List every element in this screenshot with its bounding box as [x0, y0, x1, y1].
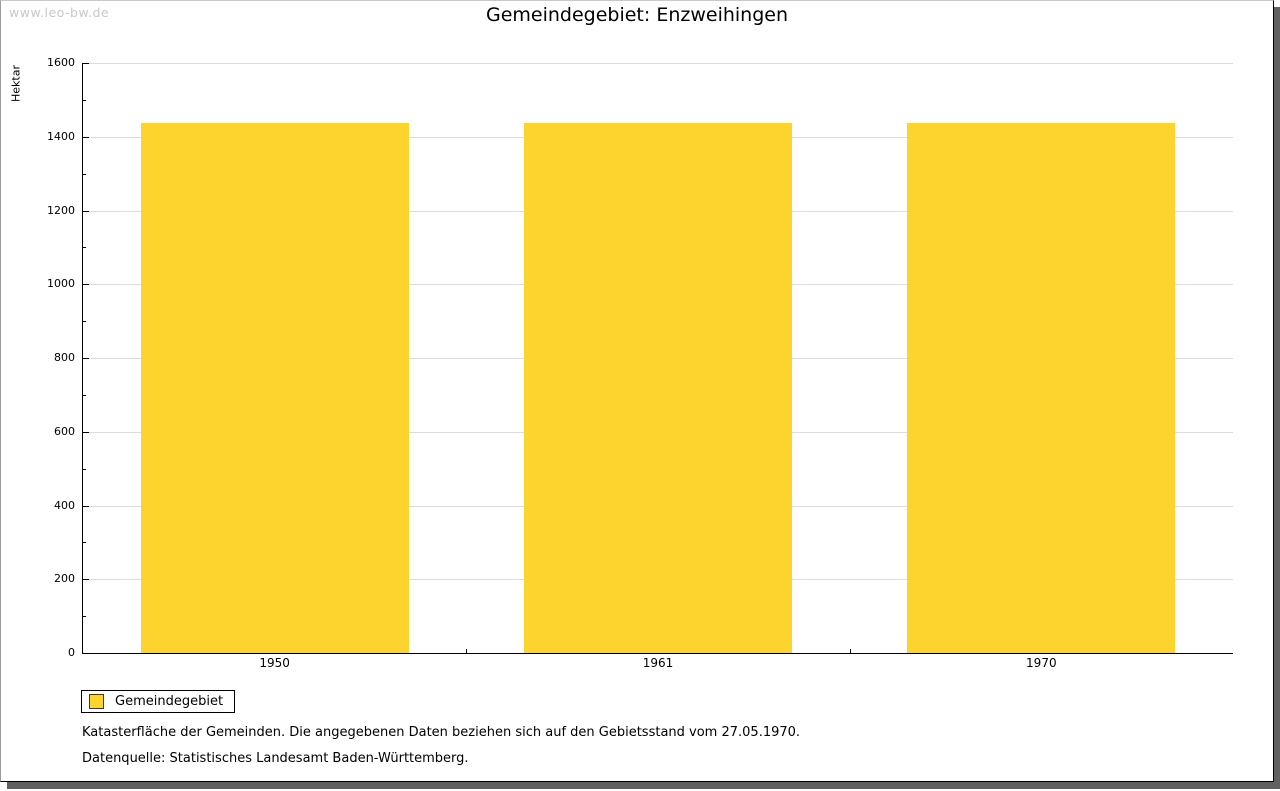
- legend-swatch-gemeindegebiet: [89, 694, 104, 709]
- y-tick-major: [83, 284, 89, 286]
- plot-area: 0 200 400 600 800 1000 1200 1400 1600 1950 1961 197…: [47, 56, 1233, 670]
- bar-1970: [907, 123, 1176, 653]
- x-axis-tick-label: 1950: [259, 656, 290, 670]
- legend-box: Gemeindegebiet: [81, 690, 236, 713]
- y-tick-minor: [83, 616, 86, 618]
- y-tick-major: [83, 210, 89, 212]
- y-axis-tick-label: 1000: [47, 277, 75, 291]
- y-tick-minor: [83, 321, 86, 323]
- y-tick-minor: [83, 173, 86, 175]
- y-gridline: [83, 63, 1233, 64]
- y-axis-tick-label: 400: [54, 498, 75, 512]
- footnote-data-source: Datenquelle: Statistisches Landesamt Bad…: [82, 751, 469, 766]
- watermark: www.leo-bw.de: [9, 5, 110, 20]
- x-axis-tick-label: 1961: [642, 656, 674, 670]
- y-tick-major: [83, 505, 89, 507]
- bar-1950: [140, 123, 409, 653]
- y-axis-tick-label: 600: [54, 424, 75, 438]
- y-tick-minor: [83, 394, 86, 396]
- y-tick-minor: [83, 542, 86, 544]
- y-axis-tick-label: 200: [54, 572, 75, 586]
- y-axis-tick-label: 1200: [47, 203, 75, 217]
- chart-title: Gemeindegebiet: Enzweihingen: [485, 4, 789, 26]
- y-axis-tick-label: 1400: [47, 129, 75, 143]
- y-tick-major: [83, 579, 89, 581]
- legend-label: Gemeindegebiet: [115, 694, 224, 709]
- y-tick-minor: [83, 468, 86, 470]
- y-axis-title: Hektar: [9, 65, 23, 102]
- x-axis-tick-label: 1970: [1026, 656, 1057, 670]
- y-tick-major: [83, 63, 89, 64]
- x-tick: [850, 649, 851, 653]
- y-axis-tick-label: 800: [54, 351, 75, 364]
- y-tick-major: [83, 136, 89, 138]
- y-tick-major: [83, 431, 89, 433]
- y-tick-minor: [83, 247, 86, 249]
- x-tick: [466, 649, 467, 653]
- footnote-source-note: Katasterfläche der Gemeinden. Die angege…: [82, 725, 801, 740]
- y-tick-minor: [83, 99, 86, 101]
- y-axis-tick-label: 0: [68, 646, 75, 659]
- y-axis-tick-label: 1600: [47, 56, 75, 69]
- y-tick-major: [83, 358, 89, 359]
- bar-1961: [524, 123, 792, 653]
